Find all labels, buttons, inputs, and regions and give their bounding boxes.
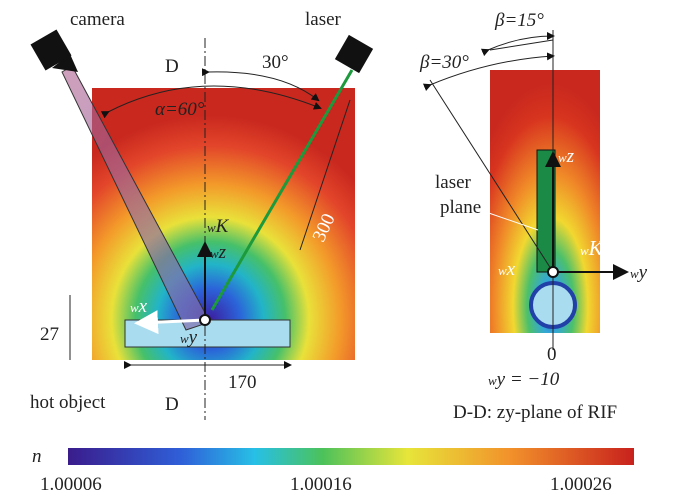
colorbar	[68, 448, 634, 465]
caption: D-D: zy-plane of RIF	[453, 402, 617, 423]
label: 170	[228, 372, 257, 393]
axis-label: wK	[207, 216, 230, 237]
label: 27	[40, 324, 59, 345]
colorbar-symbol: n	[32, 446, 42, 467]
origin	[200, 315, 210, 325]
axis-label: wx	[498, 259, 516, 280]
axis-label: wx	[130, 296, 148, 317]
axis-label: wz	[210, 242, 227, 263]
label: wy = −10	[488, 369, 560, 390]
label: hot object	[30, 392, 106, 413]
label: 30°	[262, 52, 289, 73]
axis-label: wy	[630, 262, 648, 283]
laser-icon	[335, 35, 373, 73]
tick-label: 1.00026	[550, 474, 612, 495]
tick-label: 1.00006	[40, 474, 102, 495]
label: β=30°	[419, 52, 469, 73]
label: D	[165, 56, 179, 77]
beta-arc	[488, 36, 553, 50]
label: β=15°	[494, 10, 544, 31]
origin	[548, 267, 558, 277]
label: plane	[440, 197, 481, 218]
label: 0	[547, 344, 557, 365]
label: laser	[435, 172, 472, 193]
tick-label: 1.00016	[290, 474, 352, 495]
axis-label: wy	[180, 327, 198, 348]
label: laser	[305, 9, 342, 30]
figure: camera laser D D 30° α=60° 300 27 170 ho…	[0, 0, 679, 496]
label: camera	[70, 9, 125, 30]
label: D	[165, 394, 179, 415]
label: α=60°	[155, 99, 205, 120]
axis-label: wz	[558, 146, 575, 167]
